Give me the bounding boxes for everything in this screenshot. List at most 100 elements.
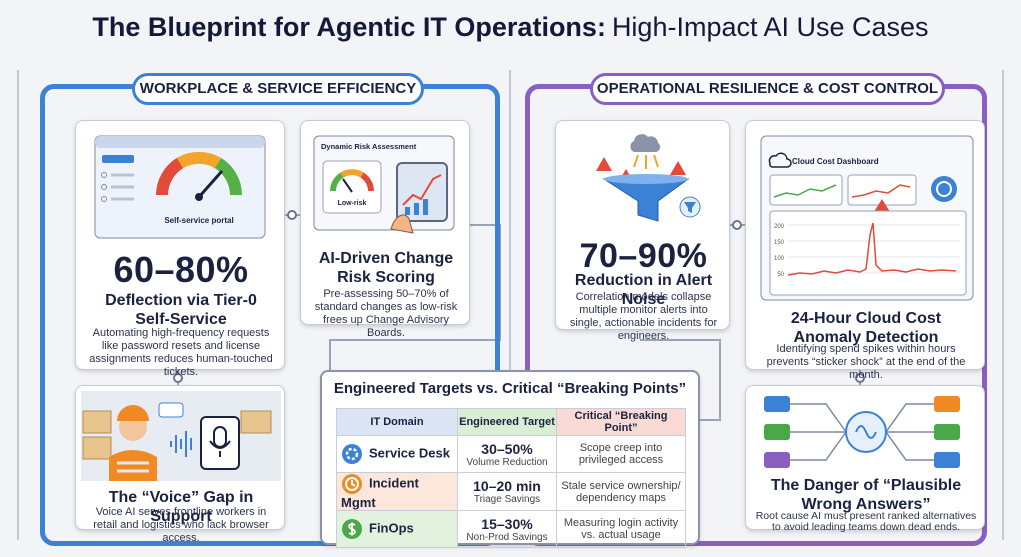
- graphic: [200, 416, 240, 470]
- graphic: [351, 480, 356, 487]
- card-body: Correlation models collapse multiple mon…: [569, 291, 718, 342]
- column-header: Critical “Breaking Point”: [556, 408, 686, 436]
- graphic: [885, 431, 934, 461]
- graphic: [214, 157, 242, 196]
- graphic: [342, 444, 362, 464]
- graphic: [342, 178, 353, 193]
- graphic: [101, 184, 107, 190]
- graphic: [790, 403, 934, 461]
- section-header: OPERATIONAL RESILIENCE & COST CONTROL: [590, 73, 945, 105]
- graphic: [396, 162, 448, 222]
- graphic: [790, 403, 847, 433]
- graphic: [348, 522, 356, 536]
- table-row: Service Desk 30–50% Volume Reduction Scop…: [336, 435, 686, 473]
- target-cell: 15–30% Non-Prod Savings: [457, 510, 557, 548]
- graphic: IT Domain Engineered Target Critical “Br…: [336, 408, 686, 548]
- graphic: [322, 160, 382, 214]
- graphic: [670, 161, 686, 175]
- dashboard-illustration: Cloud Cost Dashboard 200 150 100 50: [760, 135, 974, 301]
- graphic: [195, 193, 203, 201]
- card-heading: The “Voice” Gap in Support: [108, 489, 254, 525]
- graphic: [764, 452, 790, 468]
- targets-table: IT Domain Engineered Target Critical “Br…: [336, 408, 686, 548]
- target-cell: 30–50% Volume Reduction: [457, 435, 557, 473]
- graphic: [345, 447, 359, 461]
- graphic: [596, 157, 612, 171]
- illustration-label: Self-service portal: [164, 216, 233, 225]
- graphic: [402, 174, 442, 206]
- domain-name: Incident Mgmt: [341, 475, 419, 510]
- graphic: [934, 452, 960, 468]
- graphic: [82, 436, 112, 460]
- graphic: [177, 151, 221, 169]
- graphic: [82, 410, 272, 460]
- illustration-title: Dynamic Risk Assessment: [321, 142, 417, 151]
- graphic: [602, 178, 690, 222]
- graphic: [851, 184, 911, 198]
- graphic: [768, 152, 792, 168]
- breaking-point: Stale service ownership/ dependency maps: [556, 472, 686, 511]
- graphic: [95, 136, 265, 148]
- table-row: Incident Mgmt 10–20 min Triage Savings St…: [336, 472, 686, 511]
- title-light: High-Impact AI Use Cases: [611, 12, 929, 42]
- graphic: [633, 154, 659, 169]
- graphic: [934, 396, 960, 412]
- card-heading: 24-Hour Cloud Cost Anomaly Detection: [790, 310, 942, 346]
- target-value: 30–50%: [481, 440, 533, 457]
- domain-cell: Incident Mgmt: [336, 472, 458, 511]
- graphic: [209, 440, 231, 457]
- card-body: Pre-assessing 50–70% of standard changes…: [314, 288, 458, 339]
- graphic: [790, 431, 847, 461]
- domain-cell: Service Desk: [336, 435, 458, 473]
- root-cause-illustration: [764, 396, 960, 468]
- use-case-card: Cloud Cost Dashboard 200 150 100 50 24-Hour…: [745, 120, 985, 381]
- graphic: [764, 396, 790, 412]
- graphic: [109, 450, 157, 481]
- funnel-illustration: [596, 134, 701, 222]
- page-title: The Blueprint for Agentic IT Operations:…: [0, 12, 1021, 43]
- target-note: Triage Savings: [473, 494, 541, 505]
- use-case-card: Dynamic Risk Assessment Low-risk AI-Driv…: [300, 120, 470, 339]
- illustration-label: Low-risk: [338, 200, 367, 207]
- target-note: Volume Reduction: [466, 456, 548, 468]
- graphic: [764, 396, 790, 412]
- graphic: [769, 174, 843, 206]
- graphic: [633, 154, 639, 168]
- card-heading: Reduction in Alert Noise: [574, 272, 713, 308]
- graphic: [101, 172, 107, 178]
- graphic: [156, 157, 184, 196]
- graphic: [340, 169, 364, 178]
- graphic: [345, 477, 359, 491]
- card-heading: The Danger of “Plausible Wrong Answers”: [770, 477, 962, 513]
- graphic: [405, 199, 428, 215]
- domain-name: FinOps: [369, 520, 414, 536]
- card-body: Voice AI serves frontline workers in ret…: [93, 506, 269, 544]
- card-body: Automating high-frequency requests like …: [89, 327, 273, 378]
- domain-name: Service Desk: [369, 445, 450, 461]
- graphic: [173, 373, 183, 383]
- card-body: Root cause AI must present ranked altern…: [755, 510, 977, 533]
- graphic: [117, 461, 149, 473]
- target-value: 10–20 min: [473, 478, 541, 494]
- graphic: [684, 202, 696, 213]
- graphic: [330, 172, 344, 192]
- graphic: [82, 410, 112, 434]
- use-case-card: 70–90% Reduction in Alert Noise Correlat…: [555, 120, 730, 342]
- graphic: [653, 154, 659, 168]
- section-header: WORKPLACE & SERVICE EFFICIENCY: [132, 73, 424, 105]
- graphic: [158, 402, 184, 418]
- graphic: [405, 207, 410, 215]
- graphic: [764, 424, 790, 440]
- stat: 60–80%: [113, 249, 249, 290]
- dashboard-tick: 200: [774, 224, 785, 230]
- target-note: Non-Prod Savings: [466, 531, 548, 543]
- column-header: IT Domain: [336, 408, 458, 436]
- graphic: [931, 176, 957, 202]
- graphic: [934, 424, 960, 440]
- graphic: [423, 199, 428, 215]
- graphic: [732, 220, 742, 230]
- graphic: [936, 181, 952, 197]
- graphic: [390, 214, 414, 234]
- stat: 70–90%: [579, 237, 708, 275]
- graphic: [773, 184, 837, 198]
